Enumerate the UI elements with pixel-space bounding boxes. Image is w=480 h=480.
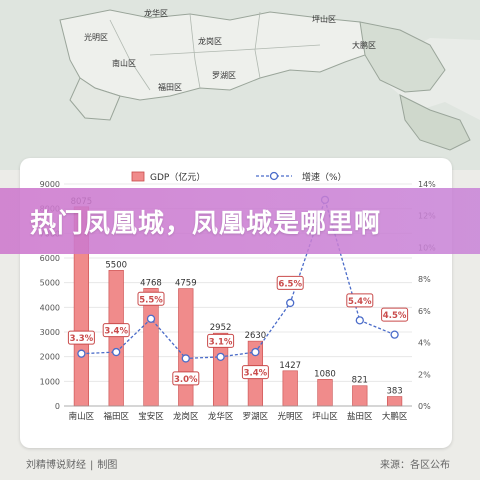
y-left-tick-label: 3000 bbox=[40, 328, 60, 337]
y-left-tick-label: 2000 bbox=[40, 353, 60, 362]
district-label-futian: 福田区 bbox=[158, 83, 182, 92]
bar-9 bbox=[352, 385, 368, 407]
growth-value-label: 5.5% bbox=[139, 295, 163, 305]
growth-label-box bbox=[207, 333, 235, 348]
growth-point-10 bbox=[390, 330, 399, 339]
bar-8 bbox=[317, 379, 333, 407]
growth-value-label: 3.4% bbox=[244, 369, 268, 379]
district-label-longhua: 龙华区 bbox=[144, 9, 168, 18]
growth-value-label: 6.5% bbox=[278, 279, 302, 289]
x-tick-label: 南山区 bbox=[69, 411, 95, 422]
growth-label-box bbox=[276, 275, 304, 290]
y-right-tick-label: 8% bbox=[418, 275, 431, 284]
title-banner: 热门凤凰城，凤凰城是哪里啊 bbox=[0, 188, 480, 254]
y-right-tick-label: 4% bbox=[418, 339, 431, 348]
growth-label-box bbox=[67, 330, 95, 345]
x-tick-label: 坪山区 bbox=[312, 411, 338, 422]
growth-point-5 bbox=[216, 352, 225, 361]
bar-value-label: 4768 bbox=[140, 278, 162, 288]
growth-label-box bbox=[102, 323, 130, 338]
x-tick-label: 光明区 bbox=[277, 411, 303, 422]
growth-line bbox=[81, 197, 395, 360]
district-label-dapeng: 大鹏区 bbox=[352, 41, 376, 50]
x-tick-label: 福田区 bbox=[103, 411, 129, 422]
x-tick-label: 龙华区 bbox=[208, 411, 234, 422]
growth-value-label: 3.0% bbox=[174, 375, 198, 385]
district-label-luohu: 罗湖区 bbox=[212, 71, 236, 80]
bar-value-label: 2630 bbox=[245, 331, 267, 341]
growth-point-6 bbox=[251, 347, 260, 357]
legend-line-label: 增速（%） bbox=[302, 171, 347, 183]
footer-separator: | bbox=[90, 460, 94, 471]
growth-point-2 bbox=[112, 347, 121, 357]
y-left-tick-label: 5000 bbox=[40, 279, 60, 288]
y-left-tick-label: 9000 bbox=[40, 180, 60, 189]
growth-label-box bbox=[241, 365, 269, 380]
banner-title: 热门凤凰城，凤凰城是哪里啊 bbox=[30, 208, 382, 239]
growth-value-label: 4.5% bbox=[383, 311, 407, 321]
bar-value-label: 821 bbox=[352, 376, 368, 386]
y-right-tick-label: 2% bbox=[418, 370, 431, 379]
x-tick-label: 大鹏区 bbox=[382, 411, 408, 422]
growth-point-1 bbox=[77, 349, 86, 358]
bar-4 bbox=[178, 288, 194, 407]
bar-10 bbox=[386, 396, 403, 407]
bar-value-label: 1080 bbox=[314, 369, 336, 379]
y-right-tick-label: 6% bbox=[418, 307, 431, 316]
growth-value-label: 3.3% bbox=[70, 334, 94, 344]
footer-author-name: 刘精博说财经 bbox=[26, 460, 86, 471]
x-tick-label: 罗湖区 bbox=[243, 412, 269, 422]
bar-3 bbox=[143, 288, 159, 407]
district-label-longgang: 龙岗区 bbox=[198, 37, 222, 46]
district-label-guangming: 光明区 bbox=[84, 33, 108, 42]
y-right-tick-label: 0% bbox=[418, 402, 431, 411]
footer-source: 来源：各区公布 bbox=[380, 460, 450, 471]
x-tick-label: 盐田区 bbox=[347, 411, 373, 422]
x-tick-label: 龙岗区 bbox=[173, 411, 199, 422]
y-left-tick-label: 0 bbox=[55, 402, 60, 411]
bar-7 bbox=[282, 370, 298, 407]
y-right-tick-label: 14% bbox=[418, 180, 436, 189]
bar-value-label: 4759 bbox=[175, 279, 197, 289]
bar-value-label: 5500 bbox=[105, 260, 127, 270]
map-background: 龙华区 坪山区 光明区 龙岗区 南山区 罗湖区 大鹏区 福田区 bbox=[0, 0, 480, 170]
growth-value-label: 3.1% bbox=[209, 337, 233, 347]
growth-label-box bbox=[381, 307, 409, 322]
y-left-tick-label: 1000 bbox=[40, 377, 60, 386]
bar-2 bbox=[108, 270, 124, 407]
growth-value-label: 5.4% bbox=[348, 297, 372, 307]
growth-label-box bbox=[172, 371, 200, 386]
growth-value-label: 3.4% bbox=[104, 327, 128, 337]
growth-point-7 bbox=[286, 298, 295, 308]
y-left-tick-label: 6000 bbox=[40, 254, 60, 263]
growth-point-4 bbox=[181, 354, 190, 363]
y-left-tick-label: 4000 bbox=[40, 303, 60, 312]
growth-label-box bbox=[346, 293, 374, 308]
shenzhen-map bbox=[0, 0, 480, 170]
footer-author: 刘精博说财经 | 制图 bbox=[26, 456, 117, 471]
bar-value-label: 1427 bbox=[279, 361, 301, 371]
legend-bar-swatch bbox=[131, 171, 145, 182]
growth-label-box bbox=[137, 291, 165, 306]
growth-point-9 bbox=[355, 316, 364, 325]
legend-line-marker bbox=[269, 171, 279, 181]
district-label-nanshan: 南山区 bbox=[112, 59, 136, 68]
district-label-pingshan: 坪山区 bbox=[312, 15, 336, 24]
x-tick-label: 宝安区 bbox=[138, 411, 164, 422]
growth-point-3 bbox=[146, 314, 156, 323]
footer-credit: 制图 bbox=[97, 460, 118, 471]
legend-bar-label: GDP（亿元） bbox=[150, 171, 205, 183]
bar-value-label: 2952 bbox=[210, 323, 232, 333]
bar-value-label: 383 bbox=[386, 387, 402, 397]
